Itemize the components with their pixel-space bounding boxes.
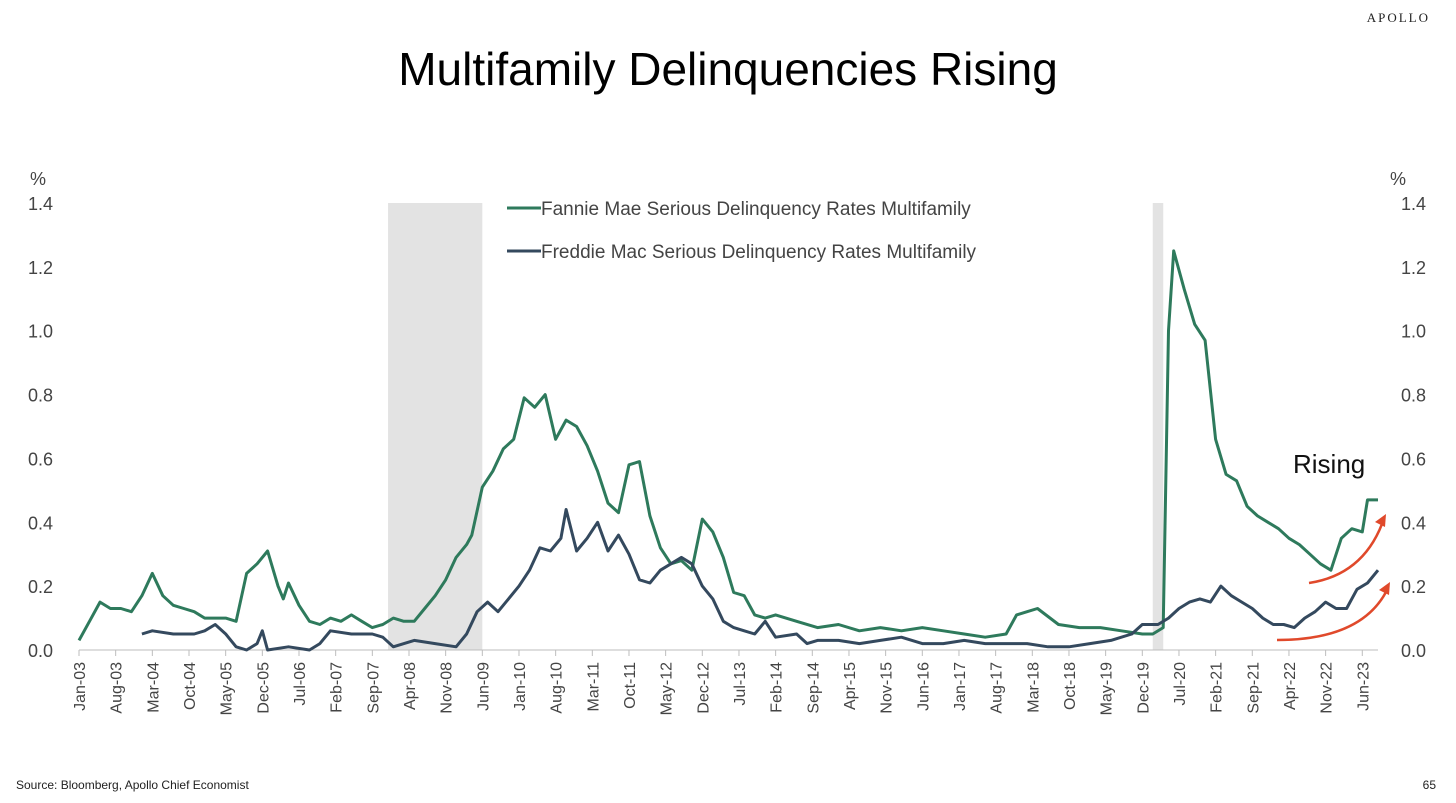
x-tick-label: Sep-07 [365, 662, 382, 714]
legend-label: Freddie Mac Serious Delinquency Rates Mu… [541, 242, 977, 263]
page-number: 65 [1422, 778, 1436, 792]
x-tick-label: Feb-14 [769, 662, 786, 713]
y-tick-label-right: 0.8 [1401, 386, 1426, 406]
y-tick-label-left: 0.8 [28, 386, 53, 406]
x-tick-label: Aug-03 [109, 662, 126, 714]
y-tick-label-right: 0.4 [1401, 513, 1426, 533]
x-tick-label: Jan-03 [72, 662, 89, 711]
x-tick-label: May-05 [219, 662, 236, 715]
y-axis-unit-left: % [30, 169, 46, 189]
x-tick-label: Jul-13 [732, 662, 749, 706]
y-tick-label-left: 0.6 [28, 449, 53, 469]
series-line-freddie-mac [141, 508, 1380, 652]
source-note: Source: Bloomberg, Apollo Chief Economis… [16, 778, 249, 792]
rising-annotation: Rising [1293, 449, 1365, 479]
x-tick-label: May-12 [659, 662, 676, 715]
y-axis-right: 0.0 0.2 0.4 0.6 0.8 1.0 1.2 1.4 [1401, 194, 1426, 661]
y-tick-label-left: 0.4 [28, 513, 53, 533]
y-tick-label-left: 0.2 [28, 577, 53, 597]
x-tick-label: Mar-11 [585, 662, 602, 712]
x-tick-label: Dec-12 [695, 662, 712, 714]
x-tick-label: Sep-21 [1245, 662, 1262, 714]
x-tick-label: Mar-04 [145, 662, 162, 713]
x-tick-label: Nov-15 [879, 662, 896, 714]
y-tick-label-right: 1.4 [1401, 194, 1426, 214]
arrow-head-icon [1379, 582, 1390, 595]
x-tick-label: Nov-22 [1319, 662, 1336, 714]
recession-shading [388, 203, 1164, 650]
apollo-logo: APOLLO [1366, 10, 1430, 25]
red-arrow-1 [1308, 523, 1384, 585]
x-tick-label: Oct-18 [1062, 662, 1079, 710]
y-tick-label-right: 1.2 [1401, 258, 1426, 278]
x-tick-label: Oct-11 [622, 662, 639, 709]
y-tick-label-left: 1.4 [28, 194, 53, 214]
x-tick-label: Jun-09 [475, 662, 492, 711]
x-tick-label: Sep-14 [805, 662, 822, 714]
x-tick-label: Aug-10 [549, 662, 566, 714]
x-tick-label: Dec-19 [1135, 662, 1152, 714]
x-tick-label: Dec-05 [255, 662, 272, 714]
rising-arrows [1276, 514, 1390, 642]
x-tick-label: Apr-15 [842, 662, 859, 710]
x-tick-label: May-19 [1099, 662, 1116, 715]
x-tick-label: Oct-04 [182, 662, 199, 710]
x-tick-label: Jan-17 [952, 662, 969, 711]
chart-title: Multifamily Delinquencies Rising [398, 43, 1058, 95]
x-tick-label: Apr-22 [1282, 662, 1299, 710]
x-tick-label: Apr-08 [402, 662, 419, 710]
red-arrow-2 [1276, 591, 1388, 642]
recession-band-1 [388, 203, 483, 650]
x-tick-label: Feb-07 [329, 662, 346, 713]
series-line-fannie-mae [77, 249, 1378, 642]
y-tick-label-right: 0.0 [1401, 641, 1426, 661]
y-axis-unit-right: % [1390, 169, 1406, 189]
legend: Fannie Mae Serious Delinquency Rates Mul… [507, 199, 977, 263]
legend-label: Fannie Mae Serious Delinquency Rates Mul… [541, 199, 971, 220]
x-tick-label: Jun-23 [1355, 662, 1372, 711]
y-tick-label-right: 1.0 [1401, 322, 1426, 342]
arrow-head-icon [1375, 514, 1386, 527]
y-tick-label-left: 1.2 [28, 258, 53, 278]
x-tick-label: Nov-08 [439, 662, 456, 714]
x-tick-label: Jul-06 [292, 662, 309, 706]
x-axis: Jan-03 Aug-03 Mar-04 Oct-04 May-05 Dec-05 Jul-… [72, 650, 1372, 715]
x-tick-label: Jun-16 [915, 662, 932, 711]
y-tick-label-right: 0.6 [1401, 449, 1426, 469]
y-axis-left: 0.0 0.2 0.4 0.6 0.8 1.0 1.2 1.4 [28, 194, 53, 661]
y-tick-label-left: 0.0 [28, 641, 53, 661]
y-tick-label-right: 0.2 [1401, 577, 1426, 597]
x-tick-label: Mar-18 [1025, 662, 1042, 713]
x-tick-label: Aug-17 [989, 662, 1006, 714]
series-lines [77, 249, 1380, 652]
x-tick-label: Jan-10 [512, 662, 529, 711]
recession-band-2 [1152, 203, 1164, 650]
y-tick-label-left: 1.0 [28, 322, 53, 342]
x-tick-label: Feb-21 [1209, 662, 1226, 713]
x-tick-label: Jul-20 [1172, 662, 1189, 706]
